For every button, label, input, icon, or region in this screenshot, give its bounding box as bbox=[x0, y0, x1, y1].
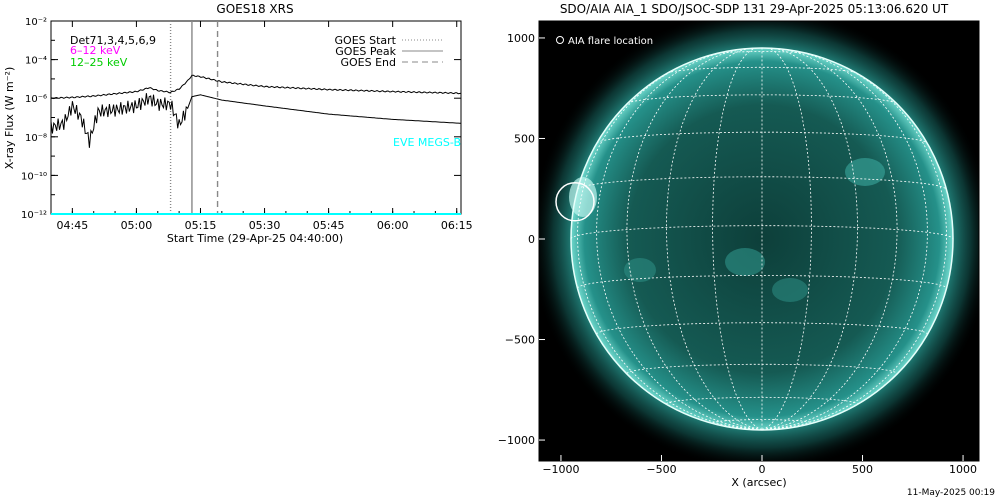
goes-x-axis-label: Start Time (29-Apr-25 04:40:00) bbox=[167, 232, 343, 245]
active-region bbox=[845, 158, 885, 186]
active-region bbox=[725, 248, 765, 276]
aia-x-tick-label: 500 bbox=[852, 463, 873, 476]
aia-y-tick-label: 1000 bbox=[507, 32, 535, 45]
longitude-line bbox=[761, 48, 898, 430]
longitude-line bbox=[761, 54, 947, 430]
heliographic-grid bbox=[570, 47, 954, 430]
latitude-line bbox=[570, 225, 954, 240]
solar-disk bbox=[571, 48, 953, 430]
goes-xrs-panel: GOES18 XRS 04:45 05:00 05:15 05:30 05:45 06:0… bbox=[3, 2, 473, 245]
goes-x-tick-label: 06:15 bbox=[441, 219, 473, 232]
legend-goes-start-label: GOES Start bbox=[335, 34, 397, 47]
aia-y-tick-label: 0 bbox=[528, 233, 535, 246]
flare-location-legend-label: AIA flare location bbox=[568, 36, 653, 47]
flare-location-legend-marker bbox=[556, 36, 564, 44]
goes-y-tick-label: 10⁻¹⁰ bbox=[21, 171, 47, 182]
render-timestamp: 11-May-2025 00:19 bbox=[907, 488, 995, 498]
goes-y-tick-label: 10⁻² bbox=[25, 17, 47, 28]
active-region bbox=[624, 258, 656, 282]
latitude-line bbox=[667, 66, 857, 74]
energy-band-6-12-label: 6–12 keV bbox=[70, 44, 121, 57]
goes-plot-title: GOES18 XRS bbox=[216, 2, 293, 16]
goes-event-lines bbox=[169, 21, 219, 214]
aia-x-tick-label: 1000 bbox=[949, 463, 977, 476]
goes-x-tick-label: 05:45 bbox=[313, 219, 345, 232]
goes-y-tick-label: 10⁻⁶ bbox=[25, 94, 47, 105]
longitude-line bbox=[666, 47, 763, 430]
latitude-line bbox=[714, 51, 810, 55]
aia-image-frame bbox=[538, 20, 980, 462]
aia-x-tick-label: 0 bbox=[759, 463, 766, 476]
aia-image-title: SDO/AIA AIA_1 SDO/JSOC-SDP 131 29-Apr-20… bbox=[560, 2, 949, 16]
goes-axis-ticks: 04:45 05:00 05:15 05:30 05:45 06:00 06:15 10⁻¹²… bbox=[21, 17, 473, 232]
aia-x-tick-label: −500 bbox=[646, 463, 676, 476]
goes-y-tick-label: 10⁻⁸ bbox=[25, 133, 47, 144]
aia-x-tick-label: −1000 bbox=[542, 463, 579, 476]
goes-x-tick-label: 05:00 bbox=[121, 219, 153, 232]
goes-series-1 bbox=[50, 93, 462, 148]
aia-y-tick-label: 500 bbox=[514, 132, 535, 145]
goes-x-tick-label: 06:00 bbox=[377, 219, 409, 232]
goes-event-legend: GOES Start GOES Peak GOES End bbox=[335, 34, 443, 69]
longitude-line bbox=[626, 48, 763, 430]
goes-y-tick-label: 10⁻¹² bbox=[21, 210, 47, 221]
goes-series-0 bbox=[50, 74, 462, 100]
longitude-line bbox=[761, 49, 928, 430]
longitude-line bbox=[761, 47, 858, 430]
goes-x-tick-label: 04:45 bbox=[57, 219, 89, 232]
aia-flare-location-marker bbox=[555, 182, 595, 222]
aia-axis-ticks: −1000 −500 0 500 1000 −1000 −500 0 500 1000 bbox=[498, 32, 977, 476]
legend-goes-end-label: GOES End bbox=[340, 56, 396, 69]
aia-y-tick-label: −500 bbox=[505, 334, 535, 347]
energy-band-12-25-label: 12–25 keV bbox=[70, 56, 128, 69]
goes-x-tick-label: 05:15 bbox=[185, 219, 217, 232]
goes-series-group bbox=[50, 74, 462, 215]
aia-x-axis-label: X (arcsec) bbox=[731, 476, 786, 489]
legend-goes-peak-label: GOES Peak bbox=[335, 45, 396, 58]
longitude-line bbox=[577, 54, 763, 430]
eve-megs-b-label: EVE MEGS-B bbox=[393, 136, 461, 149]
aia-image-panel: SDO/AIA AIA_1 SDO/JSOC-SDP 131 29-Apr-20… bbox=[498, 2, 995, 498]
goes-y-tick-label: 10⁻⁴ bbox=[25, 56, 47, 67]
active-region bbox=[569, 177, 597, 217]
latitude-line bbox=[596, 131, 928, 144]
aia-y-tick-label: −1000 bbox=[498, 434, 535, 447]
longitude-line bbox=[596, 49, 763, 430]
longitude-line bbox=[712, 47, 763, 430]
solar-limb bbox=[570, 47, 954, 431]
goes-x-tick-label: 05:30 bbox=[249, 219, 281, 232]
longitude-line bbox=[761, 47, 812, 430]
goes-y-axis-label: X-ray Flux (W m⁻²) bbox=[3, 67, 16, 169]
active-region bbox=[772, 278, 808, 302]
detector-label: Det71,3,4,5,6,9 bbox=[70, 34, 156, 47]
